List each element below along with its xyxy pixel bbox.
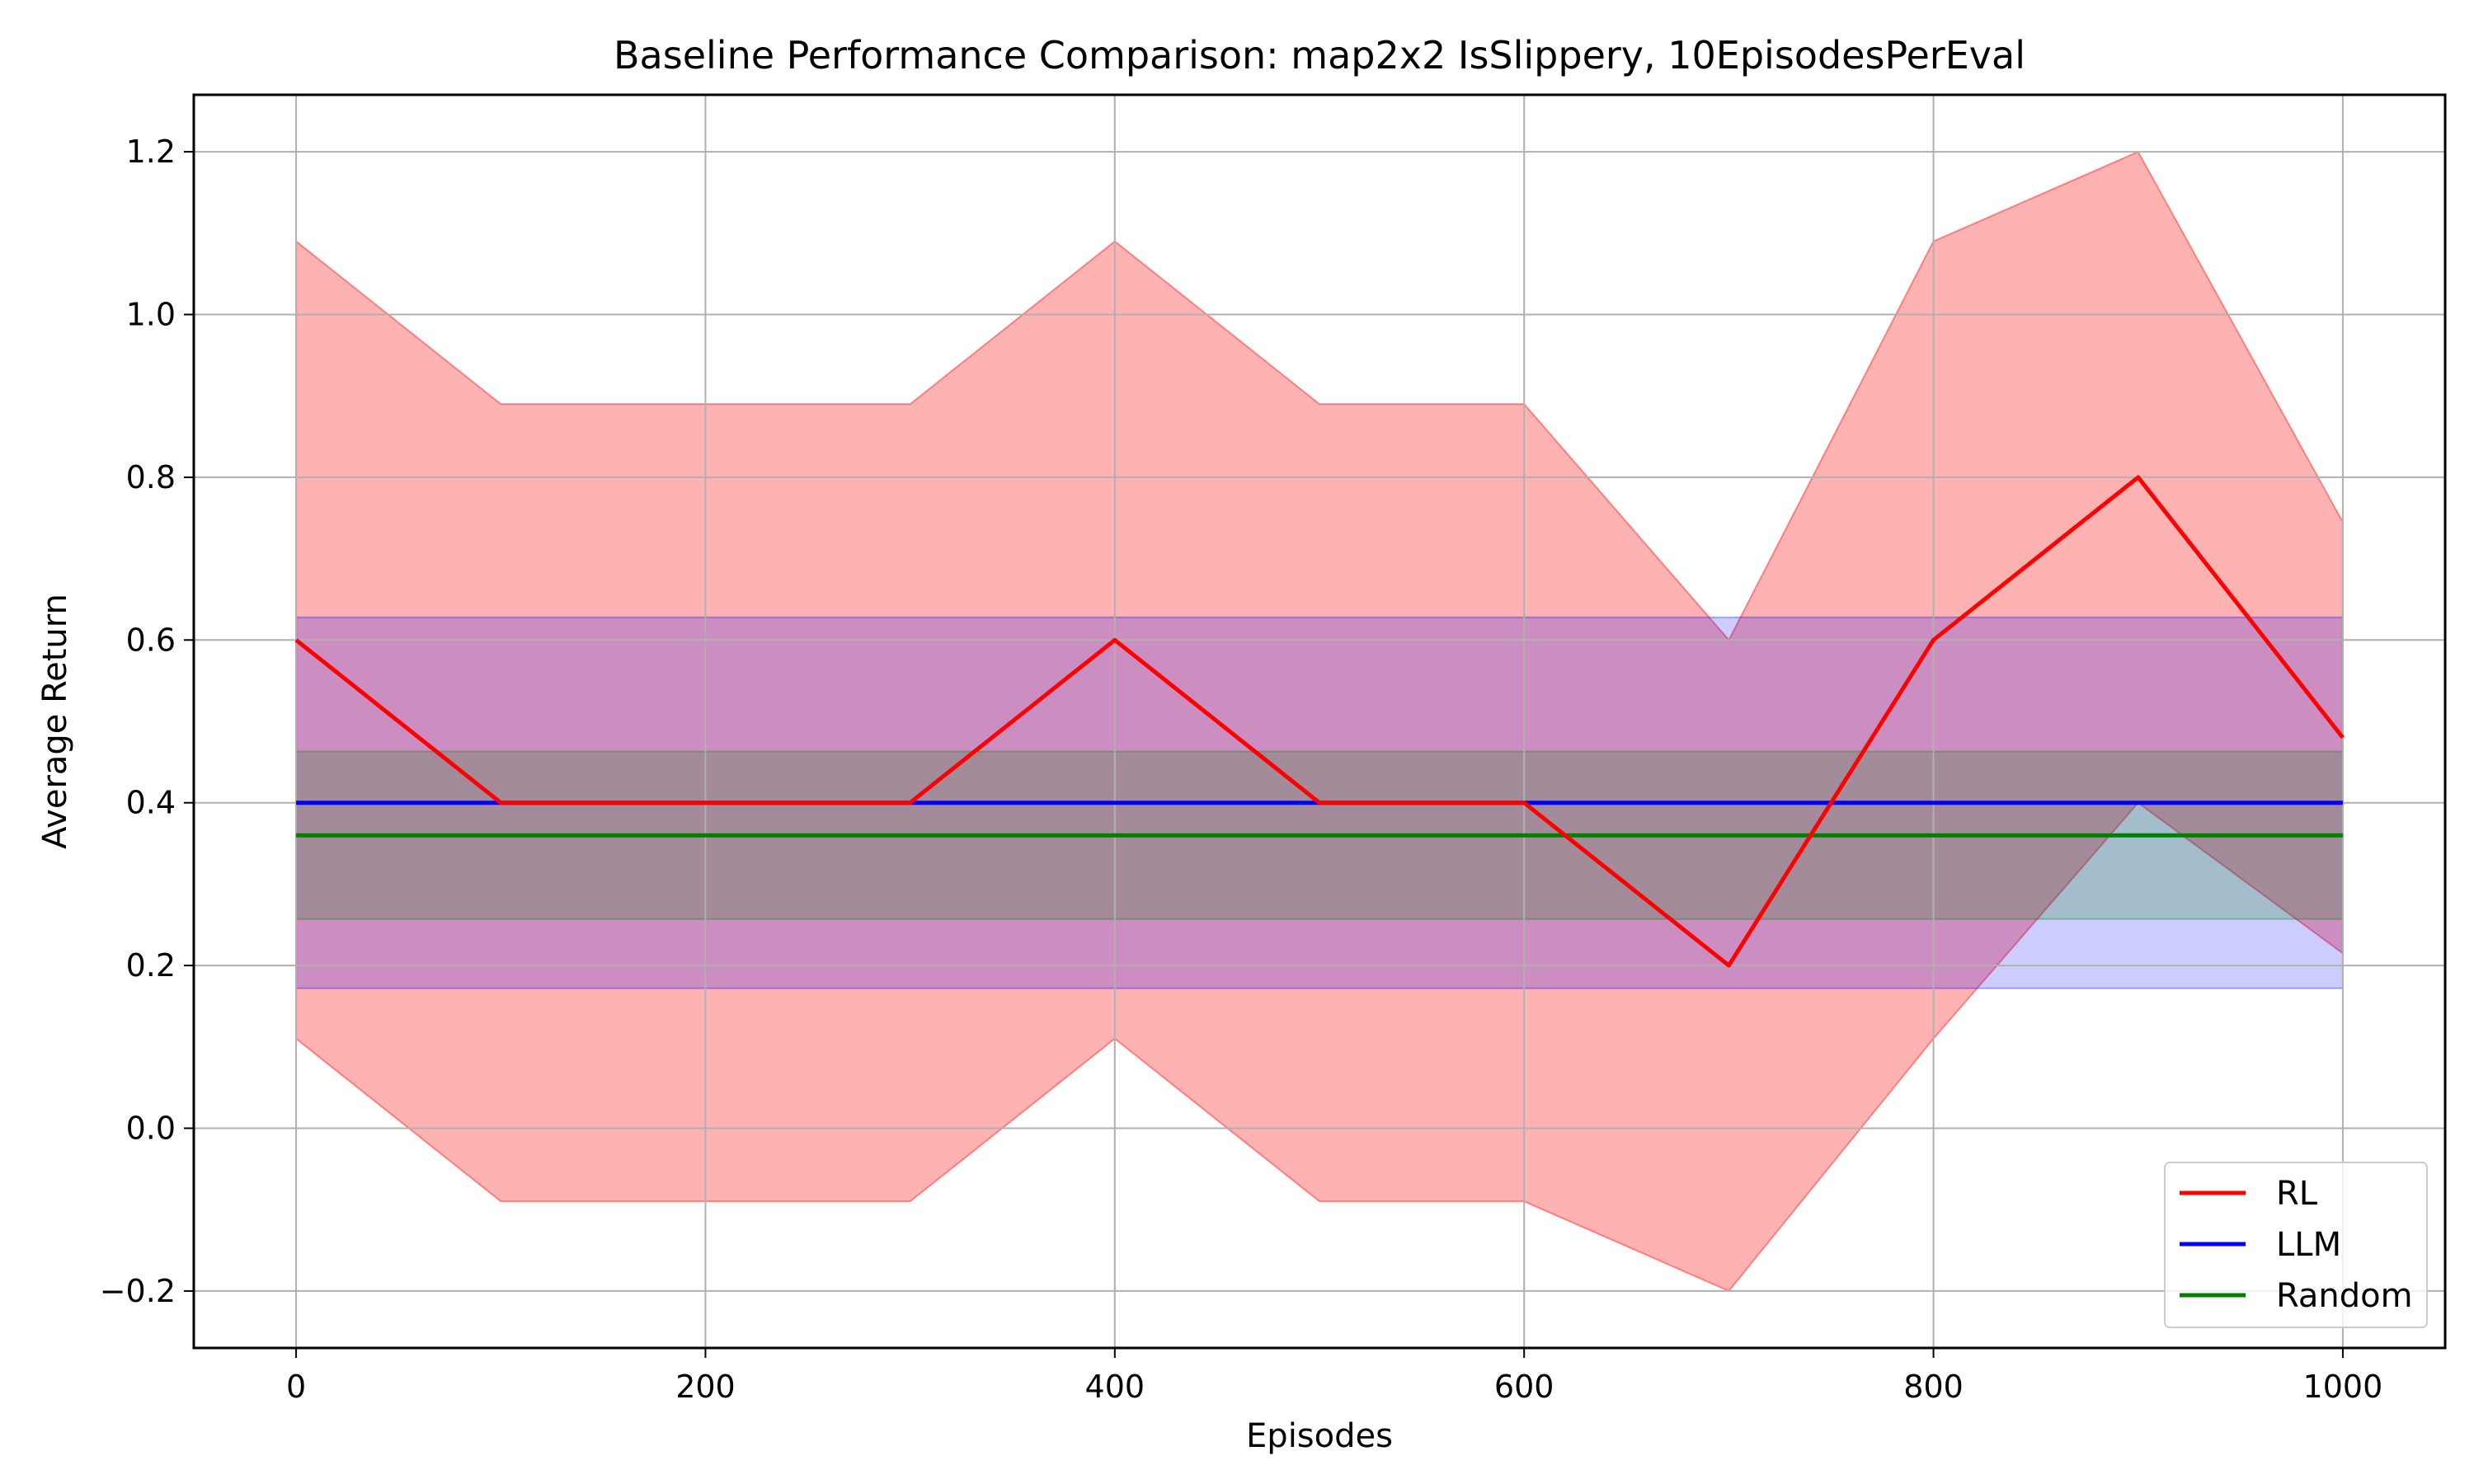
legend-box xyxy=(2164,1162,2428,1328)
y-tick-label: 0.8 xyxy=(126,459,176,495)
x-tick-label: 1000 xyxy=(2303,1369,2383,1405)
y-tick-label: 0.4 xyxy=(126,785,176,821)
y-tick-label: 1.2 xyxy=(126,134,176,170)
x-tick-label: 800 xyxy=(1903,1369,1964,1405)
series-lines xyxy=(294,475,2345,968)
plot-area-frame xyxy=(192,93,2447,1350)
y-axis-title: Average Return xyxy=(36,594,74,849)
y-axis-ticks: −0.2 0.0 0.2 0.4 0.6 0.8 1.0 1.2 xyxy=(100,134,194,1309)
x-tick-label: 0 xyxy=(286,1369,306,1405)
y-tick-label: 0.6 xyxy=(126,622,176,658)
x-tick-label: 400 xyxy=(1085,1369,1145,1405)
gridlines xyxy=(194,95,2445,1348)
legend-label-rl: RL xyxy=(2276,1175,2318,1213)
y-tick-label: −0.2 xyxy=(100,1273,176,1309)
y-tick-label: 1.0 xyxy=(126,296,176,332)
legend: RL LLM Random xyxy=(2164,1162,2428,1328)
y-tick-label: 0.0 xyxy=(126,1111,176,1147)
x-tick-label: 200 xyxy=(675,1369,736,1405)
chart-title: Baseline Performance Comparison: map2x2 … xyxy=(614,33,2025,77)
y-tick-label: 0.2 xyxy=(126,947,176,984)
legend-label-random: Random xyxy=(2276,1277,2413,1315)
series-line-rl xyxy=(294,475,2345,968)
x-axis-title: Episodes xyxy=(1246,1417,1393,1455)
x-tick-label: 600 xyxy=(1494,1369,1554,1405)
x-axis-ticks: 0 200 400 600 800 1000 xyxy=(286,1348,2382,1405)
legend-label-llm: LLM xyxy=(2276,1226,2341,1264)
